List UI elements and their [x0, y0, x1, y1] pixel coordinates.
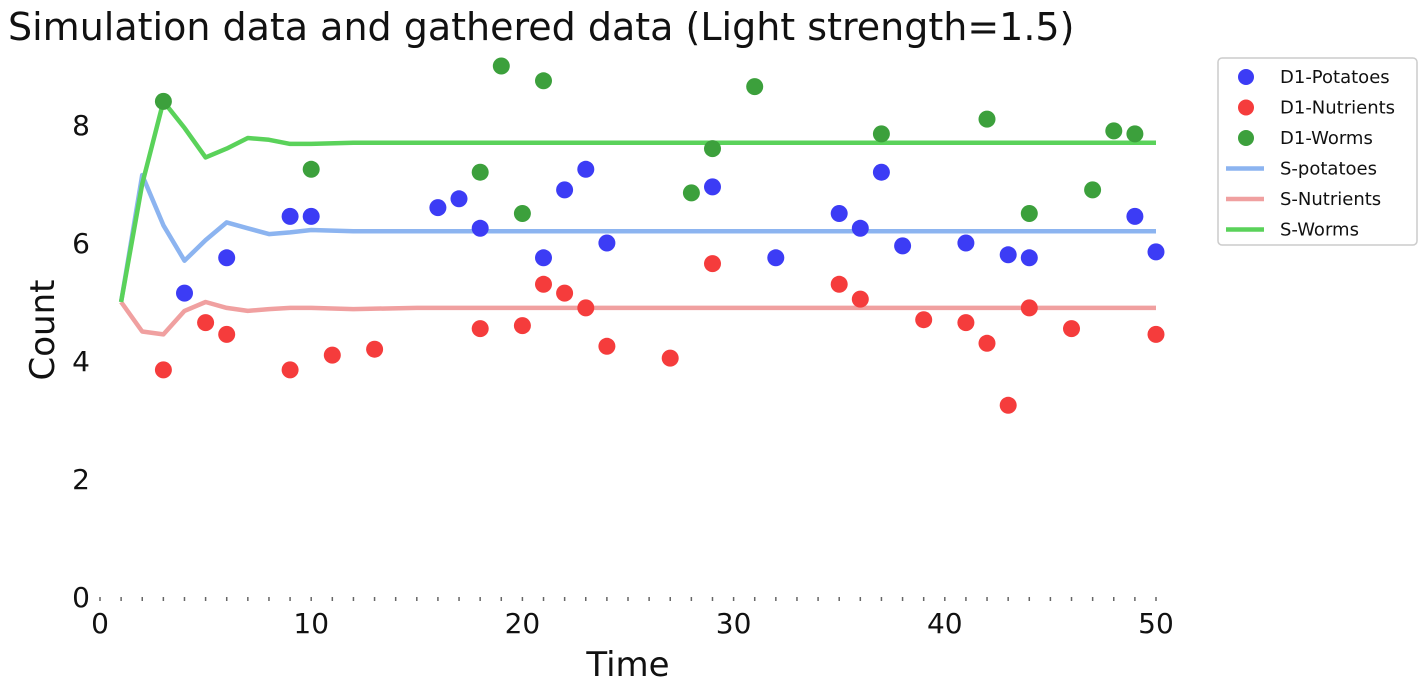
point-d1-potatoes — [957, 234, 975, 252]
point-d1-nutrients — [830, 275, 848, 293]
point-d1-potatoes — [894, 237, 912, 255]
point-d1-nutrients — [577, 299, 595, 317]
x-axis-label: Time — [585, 645, 669, 685]
legend-entry: D1-Potatoes — [1280, 67, 1390, 88]
x-tick-label: 40 — [927, 607, 963, 640]
x-axis: 0 10 20 30 40 50 — [91, 597, 1174, 640]
legend-entry: S-Worms — [1280, 220, 1359, 241]
series-line-s-nutrients — [119, 299, 1156, 337]
point-d1-worms — [302, 160, 320, 178]
point-d1-nutrients — [218, 325, 236, 343]
point-d1-nutrients — [598, 337, 616, 355]
point-d1-nutrients — [197, 314, 215, 332]
point-d1-potatoes — [598, 234, 616, 252]
point-d1-potatoes — [302, 207, 320, 225]
y-axis: 0 2 4 6 8 — [72, 109, 90, 614]
y-tick-label: 2 — [72, 463, 90, 496]
point-d1-potatoes — [281, 207, 299, 225]
point-d1-potatoes — [429, 199, 447, 217]
legend-marker — [1238, 99, 1254, 116]
point-d1-worms — [492, 57, 510, 75]
point-d1-nutrients — [957, 314, 975, 332]
y-tick-label: 8 — [72, 109, 90, 142]
point-d1-worms — [704, 140, 721, 158]
legend-marker — [1238, 130, 1254, 146]
point-d1-nutrients — [851, 290, 869, 308]
point-d1-potatoes — [450, 190, 468, 208]
point-d1-potatoes — [577, 160, 595, 178]
legend-entry: D1-Nutrients — [1280, 98, 1395, 119]
legend-entry: S-Nutrients — [1280, 189, 1381, 210]
point-d1-potatoes — [704, 178, 721, 196]
point-d1-worms — [513, 205, 531, 222]
legend-marker — [1238, 69, 1254, 85]
legend: D1-Potatoes D1-Nutrients D1-Worms S-potatoe… — [1217, 57, 1418, 246]
point-d1-worms — [682, 184, 700, 202]
point-d1-nutrients — [535, 275, 552, 293]
y-tick-label: 6 — [72, 227, 90, 260]
x-tick-label: 10 — [293, 607, 329, 640]
legend-entry: S-potatoes — [1280, 159, 1377, 180]
y-tick-label: 4 — [72, 345, 90, 378]
point-d1-potatoes — [1147, 243, 1165, 261]
x-tick-label: 20 — [505, 607, 541, 640]
point-d1-worms — [1126, 125, 1144, 143]
point-d1-nutrients — [661, 349, 679, 367]
y-tick-label: 0 — [72, 581, 90, 614]
legend-frame — [1217, 57, 1418, 246]
point-d1-worms — [872, 125, 890, 143]
point-d1-worms — [746, 78, 764, 96]
point-d1-nutrients — [323, 346, 341, 364]
point-d1-nutrients — [915, 311, 933, 329]
point-d1-worms — [1105, 122, 1123, 140]
point-d1-potatoes — [218, 249, 236, 267]
point-d1-potatoes — [176, 284, 193, 302]
point-d1-nutrients — [556, 284, 574, 302]
x-tick-label: 0 — [91, 607, 109, 640]
point-d1-potatoes — [999, 246, 1017, 264]
point-d1-worms — [471, 163, 489, 181]
point-d1-nutrients — [471, 320, 489, 338]
point-d1-worms — [1084, 181, 1102, 199]
point-d1-nutrients — [1147, 325, 1165, 343]
point-d1-nutrients — [281, 361, 299, 379]
point-d1-worms — [154, 92, 172, 110]
point-d1-potatoes — [830, 205, 848, 222]
point-d1-potatoes — [471, 219, 489, 237]
series-line-s-worms — [118, 99, 1156, 303]
point-d1-potatoes — [872, 163, 890, 181]
point-d1-potatoes — [1126, 207, 1144, 225]
point-d1-potatoes — [851, 219, 869, 237]
point-d1-nutrients — [704, 255, 721, 273]
point-d1-nutrients — [366, 340, 384, 358]
point-d1-nutrients — [1063, 320, 1080, 338]
chart-title: Simulation data and gathered data (Light… — [8, 5, 1074, 49]
point-d1-nutrients — [154, 361, 172, 379]
point-d1-worms — [535, 72, 552, 90]
point-d1-potatoes — [1020, 249, 1038, 267]
plot-area — [118, 57, 1165, 414]
point-d1-potatoes — [535, 249, 552, 267]
point-d1-nutrients — [513, 317, 531, 335]
point-d1-worms — [1020, 205, 1038, 222]
point-d1-potatoes — [556, 181, 574, 199]
legend-entry: D1-Worms — [1280, 128, 1373, 149]
x-tick-label: 50 — [1138, 607, 1174, 640]
point-d1-worms — [978, 110, 996, 128]
point-d1-nutrients — [978, 334, 996, 352]
x-tick-label: 30 — [716, 607, 752, 640]
series-line-s-potatoes — [118, 172, 1156, 303]
point-d1-nutrients — [999, 396, 1017, 414]
y-axis-label: Count — [23, 280, 63, 381]
point-d1-potatoes — [767, 249, 785, 267]
point-d1-nutrients — [1020, 299, 1038, 317]
